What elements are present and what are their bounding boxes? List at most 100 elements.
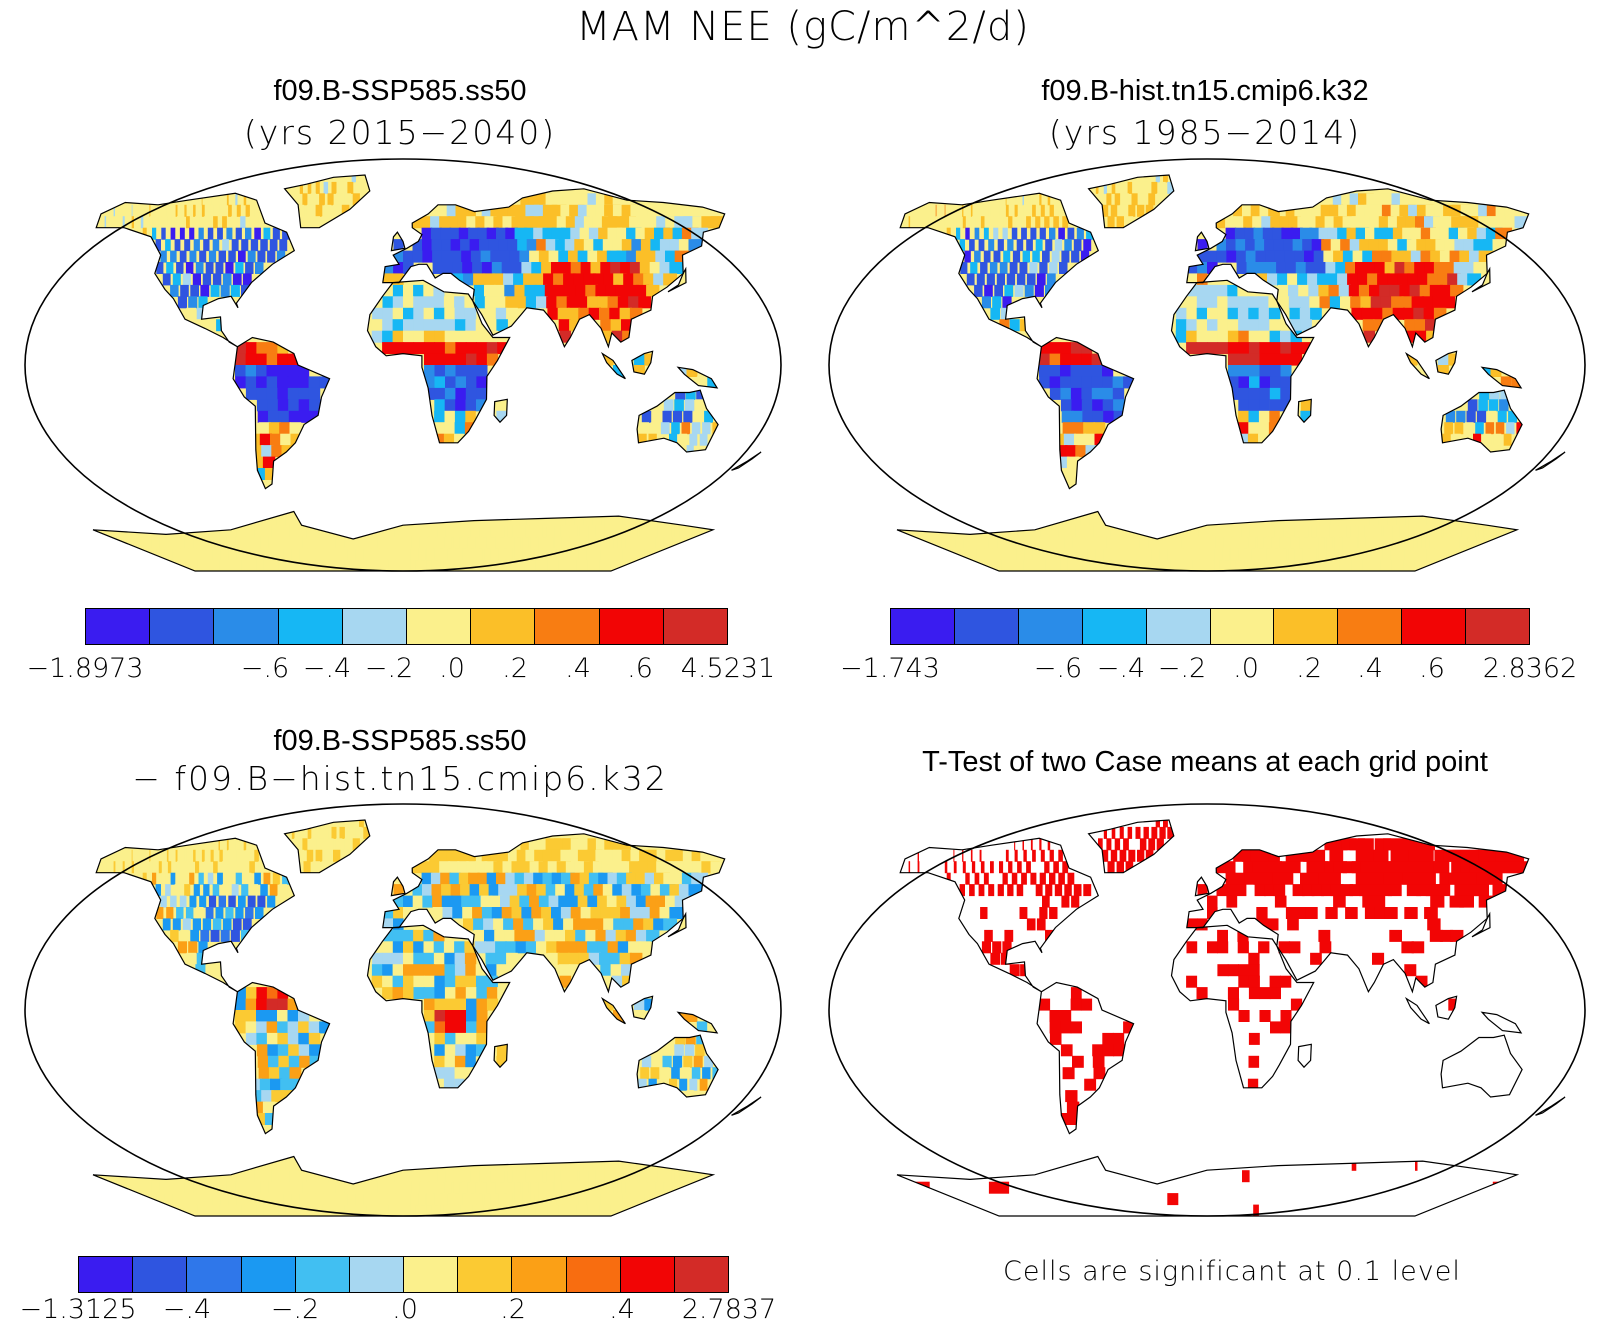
colorbar-swatch: [214, 609, 279, 644]
colorbar-swatch: [1402, 609, 1467, 644]
coastline: [899, 837, 1100, 993]
colorbar-case2: [890, 608, 1530, 645]
colorbar-swatch: [954, 609, 1019, 644]
panel-case1-subtitle: (yrs 2015−2040): [243, 113, 557, 152]
colorbar-swatch: [133, 1257, 188, 1292]
coastline: [92, 510, 716, 572]
colorbar-swatch: [1338, 609, 1403, 644]
colorbar-swatch: [86, 609, 151, 644]
coastline: [1471, 911, 1491, 938]
colorbar-tick-label: .2: [502, 653, 528, 684]
colorbar-swatch: [663, 609, 728, 644]
coastline: [667, 911, 687, 938]
colorbar-swatch: [241, 1257, 296, 1292]
coastline: [1535, 1096, 1566, 1116]
coastline: [636, 1034, 719, 1098]
coastline: [631, 995, 654, 1020]
colorbar-tick-label: −.6: [1033, 653, 1083, 684]
map-border: [24, 803, 782, 1217]
colorbar-swatch: [458, 1257, 513, 1292]
panel-case2-title: f09.B-hist.tn15.cmip6.k32: [1041, 75, 1369, 107]
panel-case1-title: f09.B-SSP585.ss50: [273, 75, 527, 107]
figure-title: MAM NEE (gC/m^2/d): [576, 4, 1030, 50]
map-case2: [828, 158, 1586, 572]
coastline: [390, 876, 406, 897]
coastline: [1186, 833, 1530, 994]
colorbar-tick-label: −1.743: [840, 653, 940, 684]
colorbar-tick-label: −.6: [240, 653, 290, 684]
coastline: [1435, 995, 1458, 1020]
colorbar-tick-label: .0: [392, 1294, 418, 1325]
colorbar-swatch: [278, 609, 343, 644]
coastline: [382, 833, 726, 994]
colorbar-tick-label: .4: [609, 1294, 635, 1325]
colorbar-tick-label: .4: [565, 653, 591, 684]
colorbar-swatch: [342, 609, 408, 644]
coastline: [899, 192, 1100, 348]
coastline: [1297, 398, 1312, 424]
colorbar-tick-label: 2.7837: [681, 1294, 777, 1325]
colorbar-case1-ticks: −1.8973 −.6 −.4 −.2 .0 .2 .4 .6 4.5231: [0, 653, 1606, 687]
colorbar-swatch: [566, 1257, 621, 1292]
colorbar-tick-label: .2: [1296, 653, 1322, 684]
coastline: [1480, 366, 1523, 389]
colorbar-swatch: [891, 609, 955, 644]
colorbar-tick-label: .0: [1233, 653, 1259, 684]
coastline: [1471, 266, 1491, 293]
coastline: [600, 351, 626, 380]
coastline: [1404, 351, 1430, 380]
colorbar-tick-label: .4: [1357, 653, 1383, 684]
coastline: [366, 924, 511, 1089]
coastline: [667, 266, 687, 293]
coastline: [1297, 1043, 1312, 1069]
map-border: [828, 803, 1586, 1217]
colorbar-tick-label: .6: [627, 653, 653, 684]
coastline: [636, 389, 719, 453]
coastline: [1036, 981, 1135, 1135]
colorbar-swatch: [1082, 609, 1147, 644]
colorbar-swatch: [535, 609, 600, 644]
colorbar-swatch: [407, 609, 472, 644]
colorbar-difference: [78, 1256, 729, 1293]
coastline: [366, 279, 511, 444]
colorbar-swatch: [1274, 609, 1339, 644]
coastline: [1170, 279, 1315, 444]
coastline: [382, 188, 726, 349]
map-case1: [24, 158, 782, 572]
colorbar-swatch: [349, 1257, 405, 1292]
coastline: [1170, 924, 1315, 1089]
coastline: [896, 510, 1520, 572]
colorbar-swatch: [150, 609, 215, 644]
colorbar-tick-label: −1.8973: [26, 653, 144, 684]
coastline: [1036, 336, 1135, 490]
colorbar-swatch: [79, 1257, 134, 1292]
map-border: [828, 158, 1586, 572]
coastline: [1186, 188, 1530, 349]
colorbar-tick-label: −.4: [162, 1294, 212, 1325]
coastline: [95, 192, 296, 348]
colorbar-tick-label: .2: [500, 1294, 526, 1325]
coastline: [631, 350, 654, 375]
panel-diff-title: f09.B-SSP585.ss50: [273, 725, 527, 757]
colorbar-swatch: [512, 1257, 567, 1292]
panel-case2-subtitle: (yrs 1985−2014): [1048, 113, 1362, 152]
colorbar-swatch: [620, 1257, 675, 1292]
colorbar-tick-label: .0: [439, 653, 465, 684]
colorbar-tick-label: −.2: [1157, 653, 1207, 684]
coastline: [676, 1011, 719, 1034]
coastline: [95, 837, 296, 993]
panel-diff-subtitle: − f09.B−hist.tn15.cmip6.k32: [132, 759, 668, 798]
colorbar-tick-label: −1.3125: [19, 1294, 137, 1325]
coastline: [283, 819, 371, 874]
colorbar-swatch: [1210, 609, 1275, 644]
colorbar-swatch: [471, 609, 536, 644]
colorbar-tick-label: 2.8362: [1482, 653, 1578, 684]
coastline: [493, 1043, 508, 1069]
colorbar-swatch: [674, 1257, 729, 1292]
colorbar-tick-label: .6: [1419, 653, 1445, 684]
map-border: [24, 158, 782, 572]
colorbar-swatch: [1018, 609, 1083, 644]
coastline: [731, 1096, 762, 1116]
colorbar-tick-label: −.2: [364, 653, 414, 684]
colorbar-case1: [85, 608, 728, 645]
